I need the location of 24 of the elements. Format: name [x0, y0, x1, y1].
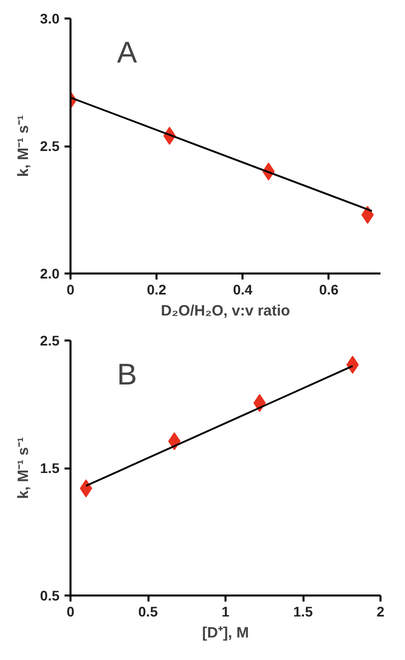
y-tick-label: 2.5	[40, 138, 60, 154]
point	[361, 206, 374, 224]
point	[80, 479, 92, 498]
y-tick-label: 2.5	[40, 332, 60, 348]
x-tick-label: 0	[66, 604, 75, 620]
point	[346, 356, 359, 374]
y-axis-title: k, M⁻¹ s⁻¹	[15, 115, 32, 177]
x-axis-title: D₂O/H₂O, v:v ratio	[160, 302, 290, 320]
x-tick-label: 0.5	[138, 604, 158, 620]
x-tick-label: 0.6	[319, 282, 339, 298]
x-tick-label: 1	[222, 604, 230, 620]
text: A	[117, 36, 138, 70]
y-tick-label: 0.5	[40, 588, 60, 604]
x-tick-label: 0	[66, 282, 75, 298]
x-axis-title: [D⁺], M	[202, 624, 249, 642]
x-tick-label: 2	[376, 604, 385, 620]
y-tick-label: 2.0	[40, 266, 60, 282]
y-tick-label: 1.5	[40, 460, 60, 476]
y-tick-label: 3.0	[40, 10, 60, 26]
x-tick-label: 0.4	[232, 282, 253, 298]
y-axis-title: k, M⁻¹ s⁻¹	[15, 437, 32, 499]
x-tick-label: 0.2	[146, 282, 167, 298]
text: B	[117, 358, 138, 392]
x-tick-label: 1.5	[293, 604, 313, 620]
